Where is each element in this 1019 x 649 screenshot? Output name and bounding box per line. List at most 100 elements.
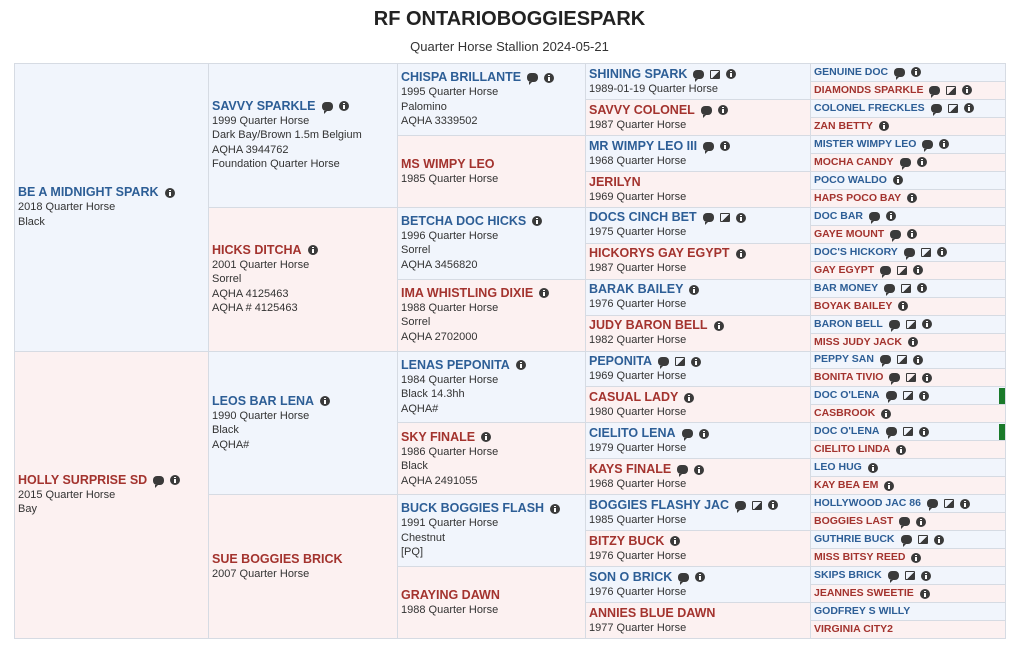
horse-link[interactable]: BOGGIES LAST	[814, 515, 894, 528]
info-icon[interactable]	[720, 141, 731, 152]
info-icon[interactable]	[768, 500, 779, 511]
image-icon[interactable]	[710, 69, 721, 79]
horse-link[interactable]: POCO WALDO	[814, 173, 887, 186]
horse-link[interactable]: SKY FINALE	[401, 429, 476, 444]
comment-icon[interactable]	[677, 465, 689, 478]
image-icon[interactable]	[904, 571, 915, 581]
image-icon[interactable]	[920, 247, 931, 257]
info-icon[interactable]	[913, 265, 924, 276]
info-icon[interactable]	[726, 69, 737, 80]
info-icon[interactable]	[481, 432, 492, 443]
horse-link[interactable]: BITZY BUCK	[589, 533, 665, 548]
horse-link[interactable]: HICKS DITCHA	[212, 242, 302, 257]
info-icon[interactable]	[878, 121, 889, 132]
info-icon[interactable]	[963, 103, 974, 114]
horse-link[interactable]: GAYE MOUNT	[814, 227, 885, 240]
comment-icon[interactable]	[900, 535, 912, 548]
comment-icon[interactable]	[922, 139, 934, 152]
horse-link[interactable]: GAY EGYPT	[814, 263, 875, 276]
horse-link[interactable]: GENUINE DOC	[814, 65, 889, 78]
info-icon[interactable]	[867, 462, 878, 473]
horse-link[interactable]: MR WIMPY LEO III	[589, 138, 698, 153]
horse-link[interactable]: IMA WHISTLING DIXIE	[401, 285, 534, 300]
info-icon[interactable]	[698, 428, 709, 439]
info-icon[interactable]	[539, 288, 550, 299]
horse-link[interactable]: SHINING SPARK	[589, 66, 688, 81]
info-icon[interactable]	[959, 498, 970, 509]
info-icon[interactable]	[907, 337, 918, 348]
horse-link[interactable]: KAY BEA EM	[814, 479, 879, 492]
horse-link[interactable]: SAVVY SPARKLE	[212, 98, 316, 113]
horse-link[interactable]: DOC O'LENA	[814, 425, 880, 438]
image-icon[interactable]	[902, 391, 913, 401]
comment-icon[interactable]	[889, 373, 901, 386]
comment-icon[interactable]	[321, 101, 333, 114]
horse-link[interactable]: BOGGIES FLASHY JAC	[589, 497, 730, 512]
horse-link[interactable]: CIELITO LINDA	[814, 443, 891, 456]
image-icon[interactable]	[947, 103, 958, 113]
horse-link[interactable]: CIELITO LENA	[589, 426, 676, 441]
info-icon[interactable]	[550, 503, 561, 514]
info-icon[interactable]	[919, 588, 930, 599]
info-icon[interactable]	[918, 390, 929, 401]
info-icon[interactable]	[713, 320, 724, 331]
horse-link[interactable]: HOLLY SURPRISE SD	[18, 472, 148, 487]
horse-link[interactable]: JERILYN	[589, 174, 641, 189]
horse-link[interactable]: GRAYING DAWN	[401, 587, 500, 602]
horse-link[interactable]: MISS BITSY REED	[814, 551, 906, 564]
horse-link[interactable]: BETCHA DOC HICKS	[401, 213, 527, 228]
horse-link[interactable]: KAYS FINALE	[589, 462, 672, 477]
horse-link[interactable]: CASBROOK	[814, 407, 876, 420]
info-icon[interactable]	[170, 475, 181, 486]
info-icon[interactable]	[916, 157, 927, 168]
info-icon[interactable]	[684, 392, 695, 403]
comment-icon[interactable]	[926, 499, 938, 512]
info-icon[interactable]	[898, 301, 909, 312]
comment-icon[interactable]	[703, 141, 715, 154]
image-icon[interactable]	[674, 357, 685, 367]
info-icon[interactable]	[717, 105, 728, 116]
info-icon[interactable]	[544, 72, 555, 83]
horse-link[interactable]: LENAS PEPONITA	[401, 357, 510, 372]
image-icon[interactable]	[896, 355, 907, 365]
info-icon[interactable]	[933, 534, 944, 545]
info-icon[interactable]	[917, 283, 928, 294]
horse-link[interactable]: GUTHRIE BUCK	[814, 533, 895, 546]
horse-link[interactable]: DOC'S HICKORY	[814, 245, 898, 258]
horse-link[interactable]: BONITA TIVIO	[814, 371, 884, 384]
comment-icon[interactable]	[929, 85, 941, 98]
comment-icon[interactable]	[885, 391, 897, 404]
horse-link[interactable]: HICKORYS GAY EGYPT	[589, 246, 730, 261]
horse-link[interactable]: VIRGINIA CITY2	[814, 623, 893, 636]
info-icon[interactable]	[939, 139, 950, 150]
info-icon[interactable]	[338, 101, 349, 112]
info-icon[interactable]	[532, 216, 543, 227]
comment-icon[interactable]	[678, 572, 690, 585]
image-icon[interactable]	[905, 319, 916, 329]
horse-link[interactable]: MISTER WIMPY LEO	[814, 137, 917, 150]
horse-link[interactable]: SAVVY COLONEL	[589, 102, 695, 117]
comment-icon[interactable]	[903, 247, 915, 260]
horse-link[interactable]: ZAN BETTY	[814, 119, 873, 132]
horse-link[interactable]: MOCHA CANDY	[814, 155, 894, 168]
image-icon[interactable]	[946, 85, 957, 95]
horse-link[interactable]: BE A MIDNIGHT SPARK	[18, 185, 159, 200]
horse-link[interactable]: BAR MONEY	[814, 281, 879, 294]
horse-link[interactable]: CASUAL LADY	[589, 390, 679, 405]
info-icon[interactable]	[918, 426, 929, 437]
horse-link[interactable]: SON O BRICK	[589, 569, 673, 584]
horse-link[interactable]: LEOS BAR LENA	[212, 393, 315, 408]
info-icon[interactable]	[920, 570, 931, 581]
info-icon[interactable]	[907, 193, 918, 204]
info-icon[interactable]	[922, 372, 933, 383]
horse-link[interactable]: BOYAK BAILEY	[814, 299, 893, 312]
comment-icon[interactable]	[527, 73, 539, 86]
info-icon[interactable]	[962, 85, 973, 96]
info-icon[interactable]	[896, 444, 907, 455]
comment-icon[interactable]	[153, 475, 165, 488]
comment-icon[interactable]	[930, 103, 942, 116]
info-icon[interactable]	[892, 175, 903, 186]
horse-link[interactable]: MISS JUDY JACK	[814, 335, 902, 348]
comment-icon[interactable]	[885, 427, 897, 440]
comment-icon[interactable]	[888, 319, 900, 332]
